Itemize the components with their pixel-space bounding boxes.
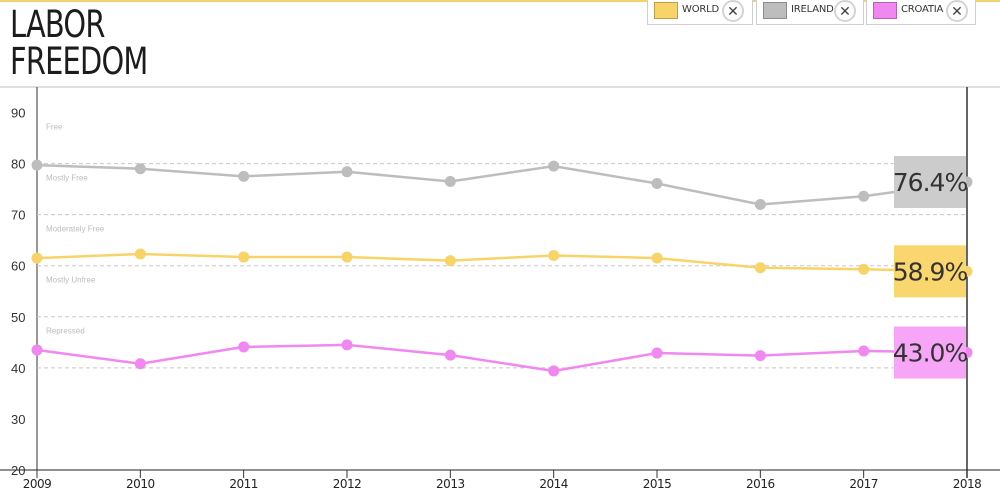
data-point-world <box>31 252 43 264</box>
data-point-croatia <box>444 349 456 361</box>
data-point-croatia <box>651 347 663 359</box>
data-point-ireland <box>134 163 146 175</box>
data-point-croatia <box>858 345 870 357</box>
data-point-croatia <box>238 341 250 353</box>
end-value-label-box <box>894 326 966 379</box>
chart-title-line-2: FREEDOM <box>10 40 148 83</box>
y-tick-label: 30 <box>11 412 25 427</box>
x-tick-label: 2012 <box>333 477 362 491</box>
data-point-world <box>754 262 766 274</box>
legend-swatch-croatia <box>873 2 897 19</box>
top-accent-line <box>0 0 1000 2</box>
data-point-ireland <box>858 190 870 202</box>
data-point-world <box>134 248 146 260</box>
close-circle-icon[interactable]: ✕ <box>946 0 968 22</box>
x-tick-label: 2015 <box>643 477 672 491</box>
y-tick-label: 60 <box>11 259 25 274</box>
end-value-label: 58.9% <box>893 257 968 286</box>
end-value-label-box <box>894 245 966 298</box>
x-tick-label: 2014 <box>539 477 568 491</box>
data-point-world <box>341 251 353 263</box>
x-tick-label: 2017 <box>849 477 878 491</box>
end-value-label-box <box>894 155 966 208</box>
band-label: Repressed <box>46 327 85 336</box>
close-circle-icon[interactable]: ✕ <box>722 0 744 22</box>
chart-title-line-1: LABOR <box>10 3 105 46</box>
data-point-croatia <box>134 358 146 370</box>
close-circle-icon[interactable]: ✕ <box>834 0 856 22</box>
legend-item-ireland: IRELAND ✕ <box>756 0 864 25</box>
x-tick-label: 2013 <box>436 477 465 491</box>
data-point-world <box>651 252 663 264</box>
legend-swatch-world <box>654 2 678 19</box>
legend-label-ireland: IRELAND <box>791 4 834 15</box>
data-point-ireland <box>238 170 250 182</box>
chart-title: LABOR FREEDOM <box>10 6 186 80</box>
data-point-ireland <box>548 160 560 172</box>
series-line-ireland <box>36 163 968 206</box>
data-point-world <box>238 251 250 263</box>
data-point-world <box>548 250 560 262</box>
x-tick-label: 2016 <box>746 477 775 491</box>
data-point-croatia <box>548 365 560 377</box>
data-point-ireland <box>31 159 43 171</box>
legend-swatch-ireland <box>763 2 787 19</box>
x-tick-label: 2010 <box>126 477 155 491</box>
data-point-ireland <box>444 175 456 187</box>
legend-label-world: WORLD <box>682 4 719 15</box>
data-point-croatia <box>754 350 766 362</box>
y-tick-label: 90 <box>11 106 25 121</box>
end-value-label: 43.0% <box>893 339 968 368</box>
y-tick-label: 40 <box>11 361 25 376</box>
x-tick-label: 2018 <box>953 477 982 491</box>
data-point-world <box>444 255 456 267</box>
data-point-croatia <box>31 344 43 356</box>
data-point-ireland <box>651 178 663 190</box>
x-tick-label: 2009 <box>23 477 52 491</box>
legend-item-croatia: CROATIA ✕ <box>866 0 976 25</box>
data-point-world <box>858 263 870 275</box>
y-tick-label: 20 <box>11 463 25 478</box>
data-point-ireland <box>754 198 766 210</box>
data-point-ireland <box>341 166 353 178</box>
legend-item-world: WORLD ✕ <box>647 0 753 25</box>
series-line-world <box>36 252 968 273</box>
band-label: Mostly Unfree <box>46 276 96 285</box>
y-tick-label: 80 <box>11 157 25 172</box>
band-label: Moderately Free <box>46 225 105 234</box>
x-tick-label: 2011 <box>229 477 258 491</box>
series-line-croatia <box>36 343 968 373</box>
legend-label-croatia: CROATIA <box>901 4 944 15</box>
y-tick-label: 70 <box>11 208 25 223</box>
end-value-label: 76.4% <box>893 168 968 197</box>
band-label: Free <box>46 122 63 131</box>
y-tick-label: 50 <box>11 310 25 325</box>
data-point-croatia <box>341 339 353 351</box>
band-label: Mostly Free <box>46 173 88 182</box>
